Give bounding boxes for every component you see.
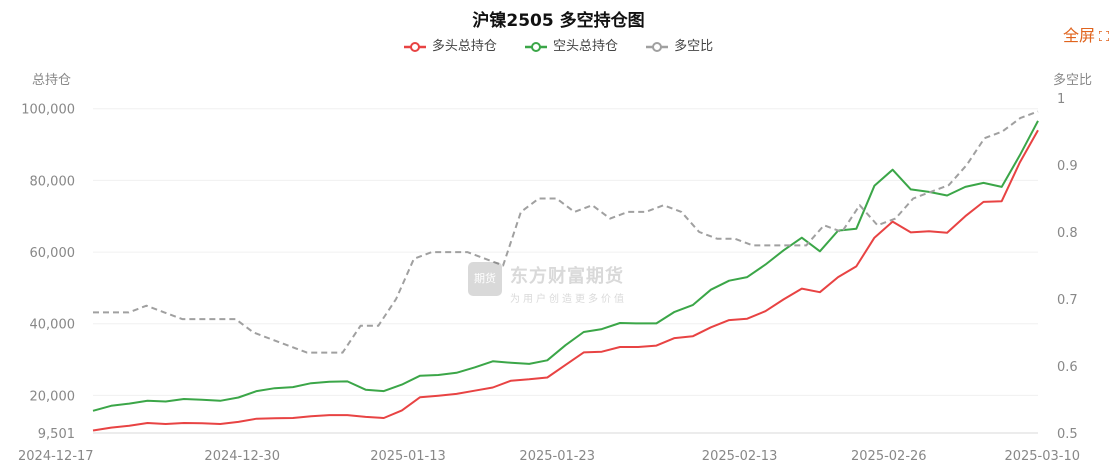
legend-marker-ratio bbox=[646, 41, 669, 52]
x-tick-label: 2025-01-13 bbox=[370, 449, 446, 464]
x-tick-label: 2025-03-10 bbox=[1004, 449, 1080, 464]
left-tick-label: 60,000 bbox=[30, 246, 76, 261]
left-tick-label: 80,000 bbox=[30, 174, 76, 189]
right-axis-title: 多空比 bbox=[1053, 72, 1092, 88]
legend-label-ratio: 多空比 bbox=[674, 39, 714, 54]
legend-item-long[interactable]: 多头总持仓 bbox=[403, 35, 497, 54]
legend-label-short: 空头总持仓 bbox=[552, 39, 618, 54]
x-tick-label: 2024-12-17 bbox=[18, 449, 94, 464]
left-tick-label: 9,501 bbox=[38, 427, 75, 442]
legend-label-long: 多头总持仓 bbox=[431, 39, 497, 54]
x-tick-label: 2025-02-13 bbox=[702, 449, 778, 464]
series-line-ratio bbox=[93, 110, 1039, 354]
right-tick-label: 1 bbox=[1057, 92, 1065, 107]
fullscreen-label: 全屏 bbox=[1062, 26, 1095, 45]
chart-title: 沪镍2505 多空持仓图 bbox=[472, 11, 645, 31]
right-tick-label: 0.9 bbox=[1057, 159, 1078, 174]
left-tick-label: 40,000 bbox=[30, 318, 76, 333]
chart-legend: 多头总持仓 空头总持仓 多空比 bbox=[0, 35, 1117, 54]
left-axis-title: 总持仓 bbox=[32, 73, 71, 88]
x-tick-label: 2025-01-23 bbox=[519, 449, 595, 464]
legend-item-ratio[interactable]: 多空比 bbox=[646, 35, 713, 54]
legend-marker-long bbox=[403, 41, 426, 52]
left-tick-label: 100,000 bbox=[21, 103, 75, 118]
right-tick-label: 0.8 bbox=[1057, 226, 1078, 241]
legend-marker-short bbox=[524, 41, 547, 52]
right-tick-label: 0.7 bbox=[1057, 293, 1078, 308]
right-tick-label: 0.5 bbox=[1057, 427, 1078, 442]
left-tick-label: 20,000 bbox=[30, 389, 76, 404]
series-line-long bbox=[92, 129, 1039, 432]
x-tick-label: 2025-02-26 bbox=[851, 449, 927, 464]
x-tick-label: 2024-12-30 bbox=[204, 449, 280, 464]
right-tick-label: 0.6 bbox=[1057, 360, 1078, 375]
legend-item-short[interactable]: 空头总持仓 bbox=[524, 35, 618, 54]
series-line-short bbox=[92, 120, 1039, 412]
